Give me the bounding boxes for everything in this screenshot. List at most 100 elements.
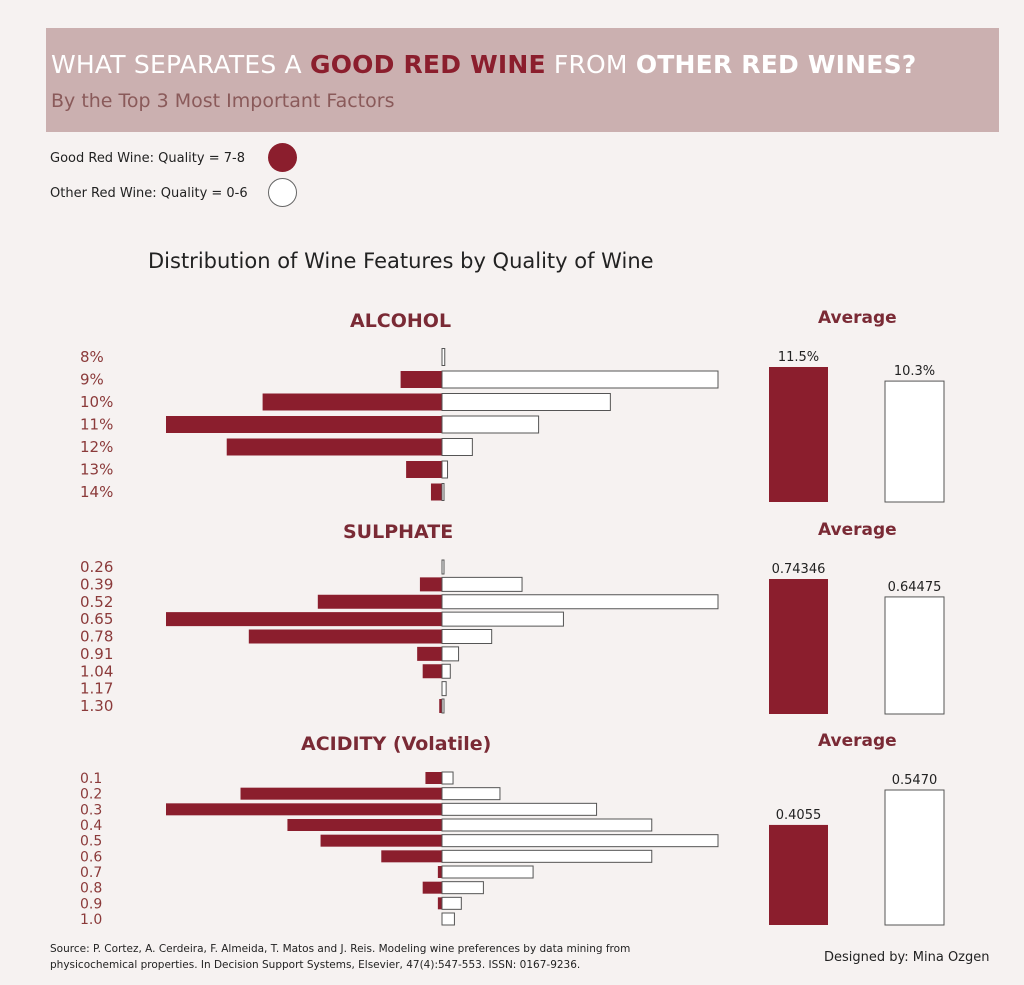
acidity-other-bar bbox=[441, 771, 454, 785]
sulphate-other-bar bbox=[441, 698, 445, 714]
alcohol-average-good-bar bbox=[769, 367, 828, 502]
sulphate-other-bar bbox=[441, 576, 523, 592]
sulphate-good-bar bbox=[166, 612, 442, 627]
alcohol-other-bar bbox=[441, 415, 540, 434]
alcohol-good-bar bbox=[166, 416, 442, 433]
acidity-tick-label: 0.2 bbox=[80, 787, 102, 803]
alcohol-tick-label: 13% bbox=[80, 461, 113, 479]
acidity-good-bar bbox=[287, 819, 442, 831]
acidity-good-bar bbox=[437, 866, 442, 878]
alcohol-good-bar bbox=[226, 438, 442, 456]
source-line-1: Source: P. Cortez, A. Cerdeira, F. Almei… bbox=[50, 943, 631, 955]
acidity-good-bar bbox=[240, 787, 442, 800]
source-line-2: physicochemical properties. In Decision … bbox=[50, 959, 581, 971]
acidity-good-bar bbox=[381, 850, 442, 863]
title-part-1: WHAT SEPARATES A bbox=[51, 50, 310, 79]
acidity-tick-label: 0.8 bbox=[80, 881, 102, 897]
acidity-tick-label: 0.7 bbox=[80, 865, 102, 881]
title-good-wine: GOOD RED WINE bbox=[310, 50, 546, 79]
acidity-other-bar bbox=[441, 787, 501, 801]
header-banner: WHAT SEPARATES A GOOD RED WINE FROM OTHE… bbox=[46, 28, 999, 132]
acidity-good-bar bbox=[425, 772, 442, 784]
alcohol-average-good-label: 11.5% bbox=[778, 350, 819, 365]
sulphate-good-bar bbox=[248, 629, 442, 644]
sulphate-tick-label: 0.26 bbox=[80, 558, 113, 576]
alcohol-other-bar bbox=[441, 393, 611, 411]
acidity-section-title: ACIDITY (Volatile) bbox=[301, 733, 492, 755]
sulphate-tick-label: 0.39 bbox=[80, 575, 113, 593]
acidity-average-good-label: 0.4055 bbox=[776, 808, 822, 823]
sulphate-other-bar bbox=[441, 559, 445, 575]
sulphate-average-good-label: 0.74346 bbox=[772, 562, 826, 577]
acidity-other-bar bbox=[441, 818, 653, 832]
acidity-other-bar bbox=[441, 834, 719, 848]
sulphate-average-other-bar bbox=[884, 596, 945, 715]
page-title: WHAT SEPARATES A GOOD RED WINE FROM OTHE… bbox=[51, 50, 916, 79]
acidity-tick-label: 0.6 bbox=[80, 849, 102, 865]
alcohol-tick-label: 14% bbox=[80, 483, 113, 501]
alcohol-other-bar bbox=[441, 483, 445, 501]
alcohol-tick-label: 11% bbox=[80, 416, 113, 434]
sulphate-tick-label: 0.91 bbox=[80, 645, 113, 663]
sulphate-tick-label: 0.65 bbox=[80, 610, 113, 628]
acidity-average-other-bar bbox=[884, 789, 945, 926]
alcohol-good-bar bbox=[400, 371, 442, 388]
sulphate-other-bar bbox=[441, 663, 451, 679]
alcohol-good-bar bbox=[430, 483, 442, 501]
alcohol-section-title: ALCOHOL bbox=[350, 310, 452, 332]
alcohol-tick-label: 10% bbox=[80, 393, 113, 411]
sulphate-average-other-label: 0.64475 bbox=[888, 580, 942, 595]
sulphate-good-bar bbox=[422, 664, 442, 679]
acidity-good-bar bbox=[320, 834, 442, 847]
alcohol-tick-label: 12% bbox=[80, 438, 113, 456]
sulphate-good-bar bbox=[439, 699, 442, 713]
legend-good-swatch bbox=[268, 143, 297, 172]
alcohol-good-bar bbox=[262, 393, 442, 411]
sulphate-average-title: Average bbox=[818, 520, 897, 540]
alcohol-other-bar bbox=[441, 348, 446, 366]
acidity-tick-label: 0.3 bbox=[80, 802, 102, 818]
acidity-average-good-bar bbox=[769, 824, 828, 925]
sulphate-tick-label: 0.52 bbox=[80, 593, 113, 611]
designer-credit: Designed by: Mina Ozgen bbox=[824, 950, 990, 965]
alcohol-tick-label: 9% bbox=[80, 371, 104, 389]
acidity-good-bar bbox=[166, 803, 442, 816]
acidity-average-title: Average bbox=[818, 731, 897, 751]
acidity-good-bar bbox=[422, 881, 442, 894]
acidity-other-bar bbox=[441, 912, 455, 926]
sulphate-tick-label: 1.30 bbox=[80, 697, 113, 715]
sulphate-other-bar bbox=[441, 681, 447, 697]
sulphate-good-bar bbox=[417, 646, 442, 661]
acidity-other-bar bbox=[441, 802, 598, 816]
acidity-tick-label: 1.0 bbox=[80, 912, 102, 928]
alcohol-average-other-bar bbox=[884, 380, 945, 503]
alcohol-average-title: Average bbox=[818, 308, 897, 328]
sulphate-section-title: SULPHATE bbox=[343, 521, 454, 543]
acidity-tick-label: 0.9 bbox=[80, 896, 102, 912]
title-part-2: FROM bbox=[545, 50, 636, 79]
alcohol-other-bar bbox=[441, 438, 473, 456]
acidity-other-bar bbox=[441, 865, 534, 879]
page-subtitle: By the Top 3 Most Important Factors bbox=[51, 90, 395, 112]
source-citation: Source: P. Cortez, A. Cerdeira, F. Almei… bbox=[50, 941, 690, 973]
acidity-tick-label: 0.1 bbox=[80, 771, 102, 787]
legend-other-label: Other Red Wine: Quality = 0-6 bbox=[50, 186, 248, 201]
sulphate-tick-label: 1.17 bbox=[80, 680, 113, 698]
sulphate-tick-label: 0.78 bbox=[80, 628, 113, 646]
acidity-good-bar bbox=[437, 897, 442, 910]
sulphate-other-bar bbox=[441, 594, 719, 610]
alcohol-good-bar bbox=[406, 461, 442, 478]
alcohol-average-other-label: 10.3% bbox=[894, 364, 935, 379]
acidity-average-other-label: 0.5470 bbox=[892, 773, 938, 788]
sulphate-tick-label: 1.04 bbox=[80, 662, 113, 680]
alcohol-other-bar bbox=[441, 460, 449, 479]
acidity-tick-label: 0.4 bbox=[80, 818, 102, 834]
acidity-tick-label: 0.5 bbox=[80, 834, 102, 850]
sulphate-other-bar bbox=[441, 611, 564, 627]
acidity-other-bar bbox=[441, 849, 653, 863]
sulphate-good-bar bbox=[419, 577, 442, 592]
acidity-other-bar bbox=[441, 881, 484, 895]
main-chart-title: Distribution of Wine Features by Quality… bbox=[148, 249, 654, 273]
legend-good-label: Good Red Wine: Quality = 7-8 bbox=[50, 151, 245, 166]
